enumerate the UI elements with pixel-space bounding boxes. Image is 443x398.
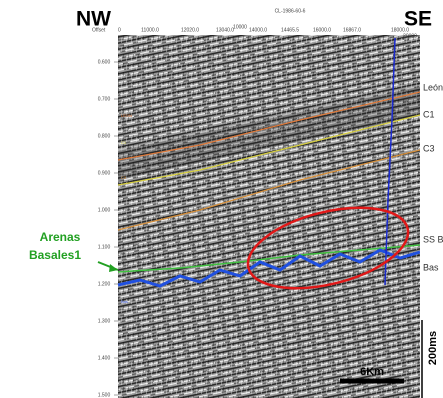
left-axis-label: 1.300 — [98, 318, 111, 324]
horizon-basement — [117, 248, 421, 288]
scale-label: 6Km — [360, 366, 384, 378]
horizon-ssb — [117, 244, 421, 273]
left-axis-label: 1.200 — [98, 281, 111, 287]
horizon-label: C3 — [423, 143, 435, 153]
horizon-label: C1 — [423, 109, 435, 119]
horizon-leon — [117, 91, 421, 161]
top-axis-label: 14465.5 — [281, 27, 299, 33]
inline-horizon-label: LEON — [121, 113, 132, 118]
right-margin — [420, 35, 443, 398]
inline-horizon-label: C3 — [121, 175, 127, 180]
inline-horizon-label: C1 — [121, 140, 127, 145]
left-axis-label: 1.000 — [98, 207, 111, 213]
axis-panel — [85, 35, 120, 398]
annotation: Basales1 — [29, 248, 81, 262]
top-axis-label: 16867.0 — [343, 27, 361, 33]
origin-label: 0 — [118, 27, 121, 33]
highlight-ellipse — [246, 206, 410, 290]
top-axis-label: 16000.0 — [313, 27, 331, 33]
horizon-label: León — [423, 82, 443, 92]
horizon-label: Bas — [423, 262, 439, 272]
well-path — [384, 37, 396, 286]
offset-label: Offset — [92, 27, 106, 33]
direction-label: NW — [76, 8, 111, 31]
top-axis-label: 18000.0 — [391, 27, 409, 33]
top-axis-label: 20000 — [403, 33, 417, 39]
top-axis-label: 12020.0 — [181, 27, 199, 33]
top-axis-sub: 10000 — [233, 24, 247, 30]
top-axis-label: 13040.0 — [216, 27, 234, 33]
vertical-scale-label: 200ms — [427, 331, 439, 365]
left-axis-label: 0.900 — [98, 170, 111, 176]
arrow-head — [109, 264, 118, 272]
left-axis-label: 1.400 — [98, 355, 111, 361]
top-axis-label: 14000.0 — [249, 27, 267, 33]
horizon-c1 — [117, 114, 421, 186]
annotation: Arenas — [40, 230, 81, 244]
top-axis-label: 11000.0 — [141, 27, 159, 33]
left-axis-label: 0.700 — [98, 96, 111, 102]
line-name: CL-1986-60-6 — [275, 8, 306, 14]
direction-label: SE — [404, 8, 432, 31]
left-axis-label: 1.100 — [98, 244, 111, 250]
left-axis-label: 0.600 — [98, 59, 111, 65]
horizon-label: SS B — [423, 234, 443, 244]
horizon-c3 — [117, 149, 421, 231]
left-axis-label: 1.500 — [98, 392, 111, 398]
inline-horizon-label: Bas — [121, 299, 128, 304]
left-axis-label: 0.800 — [98, 133, 111, 139]
seismic-noise — [118, 35, 420, 398]
